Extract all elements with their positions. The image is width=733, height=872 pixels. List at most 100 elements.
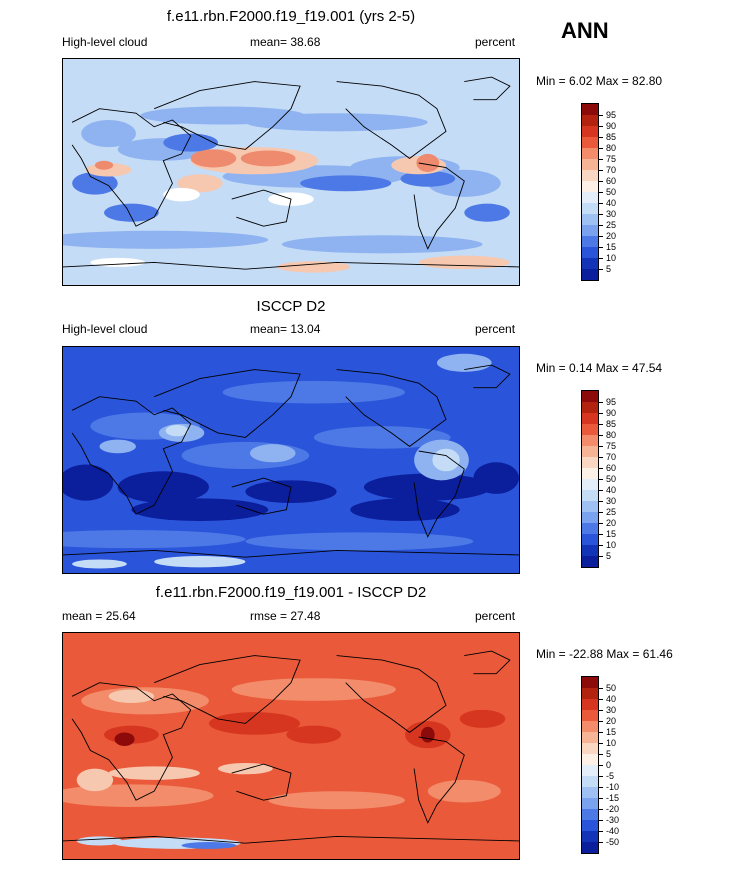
colorbar-tick [599,435,603,436]
contour-patch [473,462,519,494]
field-background [63,633,519,859]
colorbar-tick [599,776,603,777]
colorbar-swatch [582,457,598,468]
contour-map [62,346,520,574]
contour-patch [76,768,114,792]
coastline [231,477,292,515]
colorbar-tick [599,479,603,480]
colorbar-label: 5 [606,551,612,561]
colorbar-swatch [582,468,598,479]
contour-patch [420,726,435,743]
coastline [63,549,519,558]
contour-patch [63,464,114,501]
colorbar-tick [599,699,603,700]
colorbar-swatch [582,831,598,842]
colorbar-swatch [582,534,598,545]
colorbar-label: 10 [606,253,617,263]
contour-patch [208,712,301,735]
colorbar-tick [599,710,603,711]
colorbar-label: 40 [606,694,617,704]
colorbar-swatch [582,435,598,446]
contour-map-svg [63,59,519,285]
colorbar-swatch [582,192,598,203]
colorbar-swatch [582,842,598,853]
contour-map-svg [63,633,519,859]
contour-patch [114,732,135,746]
season-label: ANN [561,18,609,43]
colorbar-label: 50 [606,474,617,484]
panel-left-label: High-level cloud [62,322,148,336]
colorbar-swatch [582,126,598,137]
contour-patch [245,113,428,132]
contour-patch [277,261,351,273]
colorbar-swatch [582,776,598,787]
colorbar-label: 95 [606,110,617,120]
colorbar-label: 30 [606,496,617,506]
contour-patch [163,187,200,202]
colorbar-swatch [582,677,598,688]
contour-patch [268,791,405,810]
colorbar-swatch [582,413,598,424]
contour-patch [350,498,460,522]
panel-units-label: percent [475,609,516,623]
colorbar: 95 90 85 80 75 70 60 50 40 30 25 20 15 10 5 [581,103,661,283]
panel-rmse-label: rmse = 27.48 [250,609,321,623]
colorbar-tick [599,732,603,733]
colorbar-swatch [582,247,598,258]
colorbar-label: 30 [606,209,617,219]
contour-patch [154,556,246,568]
contour-patch [165,424,189,437]
colorbar-swatch [582,523,598,534]
coastline [231,763,292,801]
colorbar-label: 20 [606,518,617,528]
colorbar-tick [599,402,603,403]
colorbar: 95 90 85 80 75 70 60 50 40 30 25 20 15 10 5 [581,390,661,570]
contour-patch [313,426,451,449]
colorbar-swatch [582,115,598,126]
coastline [336,655,447,733]
colorbar-tick [599,247,603,248]
contour-patch [240,150,296,167]
colorbar-swatch [582,699,598,710]
panel-title: ISCCP D2 [256,298,326,315]
contour-map [62,58,520,286]
colorbar-tick [599,446,603,447]
contour-patch [363,473,492,501]
colorbar-label: 95 [606,397,617,407]
colorbar-tick [599,115,603,116]
colorbar-label: 85 [606,132,617,142]
contour-patch [117,471,209,503]
colorbar-label: -5 [606,771,615,781]
colorbar-swatches [581,390,599,568]
colorbar-swatch [582,743,598,754]
colorbar-tick [599,842,603,843]
colorbar-tick [599,765,603,766]
colorbar-tick [599,809,603,810]
contour-map-svg [63,347,519,573]
colorbar-tick [599,798,603,799]
coastline [71,108,192,227]
colorbar-tick [599,468,603,469]
contour-patch [464,203,510,222]
contour-patch [63,530,246,549]
coastline [464,364,511,389]
colorbar-label: 25 [606,220,617,230]
colorbar-tick [599,126,603,127]
colorbar-label: 5 [606,264,612,274]
colorbar-label: 5 [606,749,612,759]
colorbar-swatch [582,269,598,280]
contour-patch [418,255,510,270]
colorbar-label: 90 [606,121,617,131]
contour-patch [63,230,269,249]
colorbar-swatch [582,754,598,765]
contour-patch [222,380,405,404]
colorbar-swatch [582,258,598,269]
panel-title: f.e11.rbn.F2000.f19_f19.001 (yrs 2-5) [166,8,416,25]
colorbar-label: 90 [606,408,617,418]
colorbar-swatch [582,765,598,776]
colorbar-label: -10 [606,782,620,792]
colorbar-tick [599,214,603,215]
colorbar-label: 80 [606,430,617,440]
colorbar-swatch [582,798,598,809]
colorbar-swatch [582,391,598,402]
